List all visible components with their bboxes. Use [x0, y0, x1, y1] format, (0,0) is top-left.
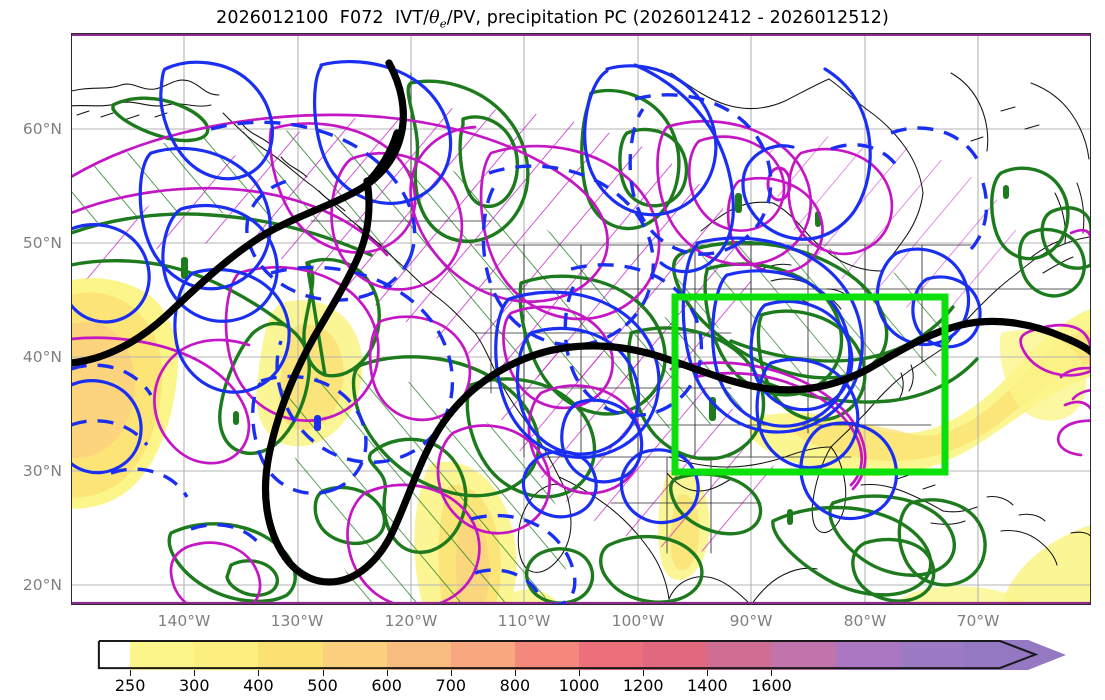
- colorbar-tick-label-250: 250: [114, 676, 146, 695]
- colorbar-segment-7: [514, 640, 580, 670]
- colorbar-tick-label-400: 400: [243, 676, 274, 695]
- x-tick-label-90W: 90°W: [729, 612, 773, 630]
- colorbar-segment-9: [643, 640, 708, 670]
- colorbar-tick-1200: [643, 670, 645, 676]
- pv-dynamic-tropopause-contour: [71, 59, 1091, 586]
- title-valid-window: 2026012412 - 2026012512: [639, 8, 882, 28]
- colorbar-tick-label-700: 700: [435, 676, 467, 695]
- y-tick-label-20N: 20°N: [22, 576, 62, 594]
- colorbar-segment-3: [258, 640, 324, 670]
- chart-title: 2026012100 F072 IVT/θe/PV, precipitation…: [0, 8, 1105, 31]
- colorbar-tick-label-1600: 1600: [751, 676, 792, 695]
- x-tick-label-140W: 140°W: [157, 612, 211, 630]
- colorbar-extend-arrow: [1028, 640, 1066, 670]
- map-svg: [71, 33, 1091, 605]
- colorbar-segment-5: [386, 640, 452, 670]
- colorbar-segment-8: [579, 640, 644, 670]
- title-theta-subscript: e: [439, 16, 447, 31]
- y-tick-label-30N: 30°N: [22, 462, 62, 480]
- title-theta-symbol: θ: [429, 8, 440, 28]
- map-canvas[interactable]: [71, 33, 1091, 605]
- x-tick-label-80W: 80°W: [843, 612, 887, 630]
- colorbar-tick-600: [386, 670, 388, 676]
- colorbar-tick-1400: [707, 670, 709, 676]
- title-closing-paren: ): [881, 8, 889, 28]
- colorbar-tick-label-600: 600: [371, 676, 402, 695]
- colorbar-segment-2: [194, 640, 259, 670]
- y-tick-label-50N: 50°N: [22, 234, 62, 252]
- colorbar-gradient[interactable]: [66, 640, 1066, 670]
- colorbar-tick-800: [514, 670, 516, 676]
- colorbar-segment-12: [835, 640, 901, 670]
- colorbar-tick-label-500: 500: [307, 676, 338, 695]
- x-tick-label-120W: 120°W: [384, 612, 438, 630]
- colorbar-tick-label-300: 300: [178, 676, 210, 695]
- colorbar-segment-11: [771, 640, 837, 670]
- colorbar-segment-1: [130, 640, 195, 670]
- colorbar-tick-500: [322, 670, 324, 676]
- precip-pc-dashed-contours: [71, 93, 989, 605]
- colorbar-tick-300: [194, 670, 196, 676]
- y-tick-label-40N: 40°N: [22, 348, 62, 366]
- colorbar[interactable]: 250 300 400 500 600 700 800 1000 1200 1400 1600: [66, 640, 1088, 695]
- colorbar-tick-700: [450, 670, 452, 676]
- colorbar-tick-label-1000: 1000: [558, 676, 600, 695]
- colorbar-tick-250: [130, 670, 132, 676]
- x-tick-label-110W: 110°W: [497, 612, 551, 630]
- colorbar-segment-14: [963, 640, 1029, 670]
- colorbar-tick-label-1200: 1200: [622, 676, 664, 695]
- colorbar-segment-10: [707, 640, 773, 670]
- colorbar-segment-4: [322, 640, 388, 670]
- colorbar-tick-1000: [579, 670, 581, 676]
- colorbar-tick-1600: [771, 670, 773, 676]
- x-tick-label-70W: 70°W: [956, 612, 1000, 630]
- colorbar-tick-label-800: 800: [499, 676, 531, 695]
- colorbar-segment-6: [450, 640, 516, 670]
- y-tick-label-60N: 60°N: [22, 120, 62, 138]
- title-lead: F072: [339, 8, 384, 28]
- colorbar-segment-0: [66, 640, 131, 670]
- colorbar-tick-400: [258, 670, 260, 676]
- x-tick-label-100W: 100°W: [611, 612, 665, 630]
- region-of-interest-box[interactable]: [671, 293, 949, 476]
- colorbar-tick-label-1400: 1400: [686, 676, 728, 695]
- title-cycle: 2026012100: [216, 8, 329, 28]
- title-fields-post: /PV, precipitation PC (: [446, 8, 640, 28]
- map-plot-area[interactable]: [71, 33, 1091, 605]
- x-tick-label-130W: 130°W: [270, 612, 324, 630]
- colorbar-segment-13: [899, 640, 965, 670]
- title-fields-pre: IVT/: [395, 8, 430, 28]
